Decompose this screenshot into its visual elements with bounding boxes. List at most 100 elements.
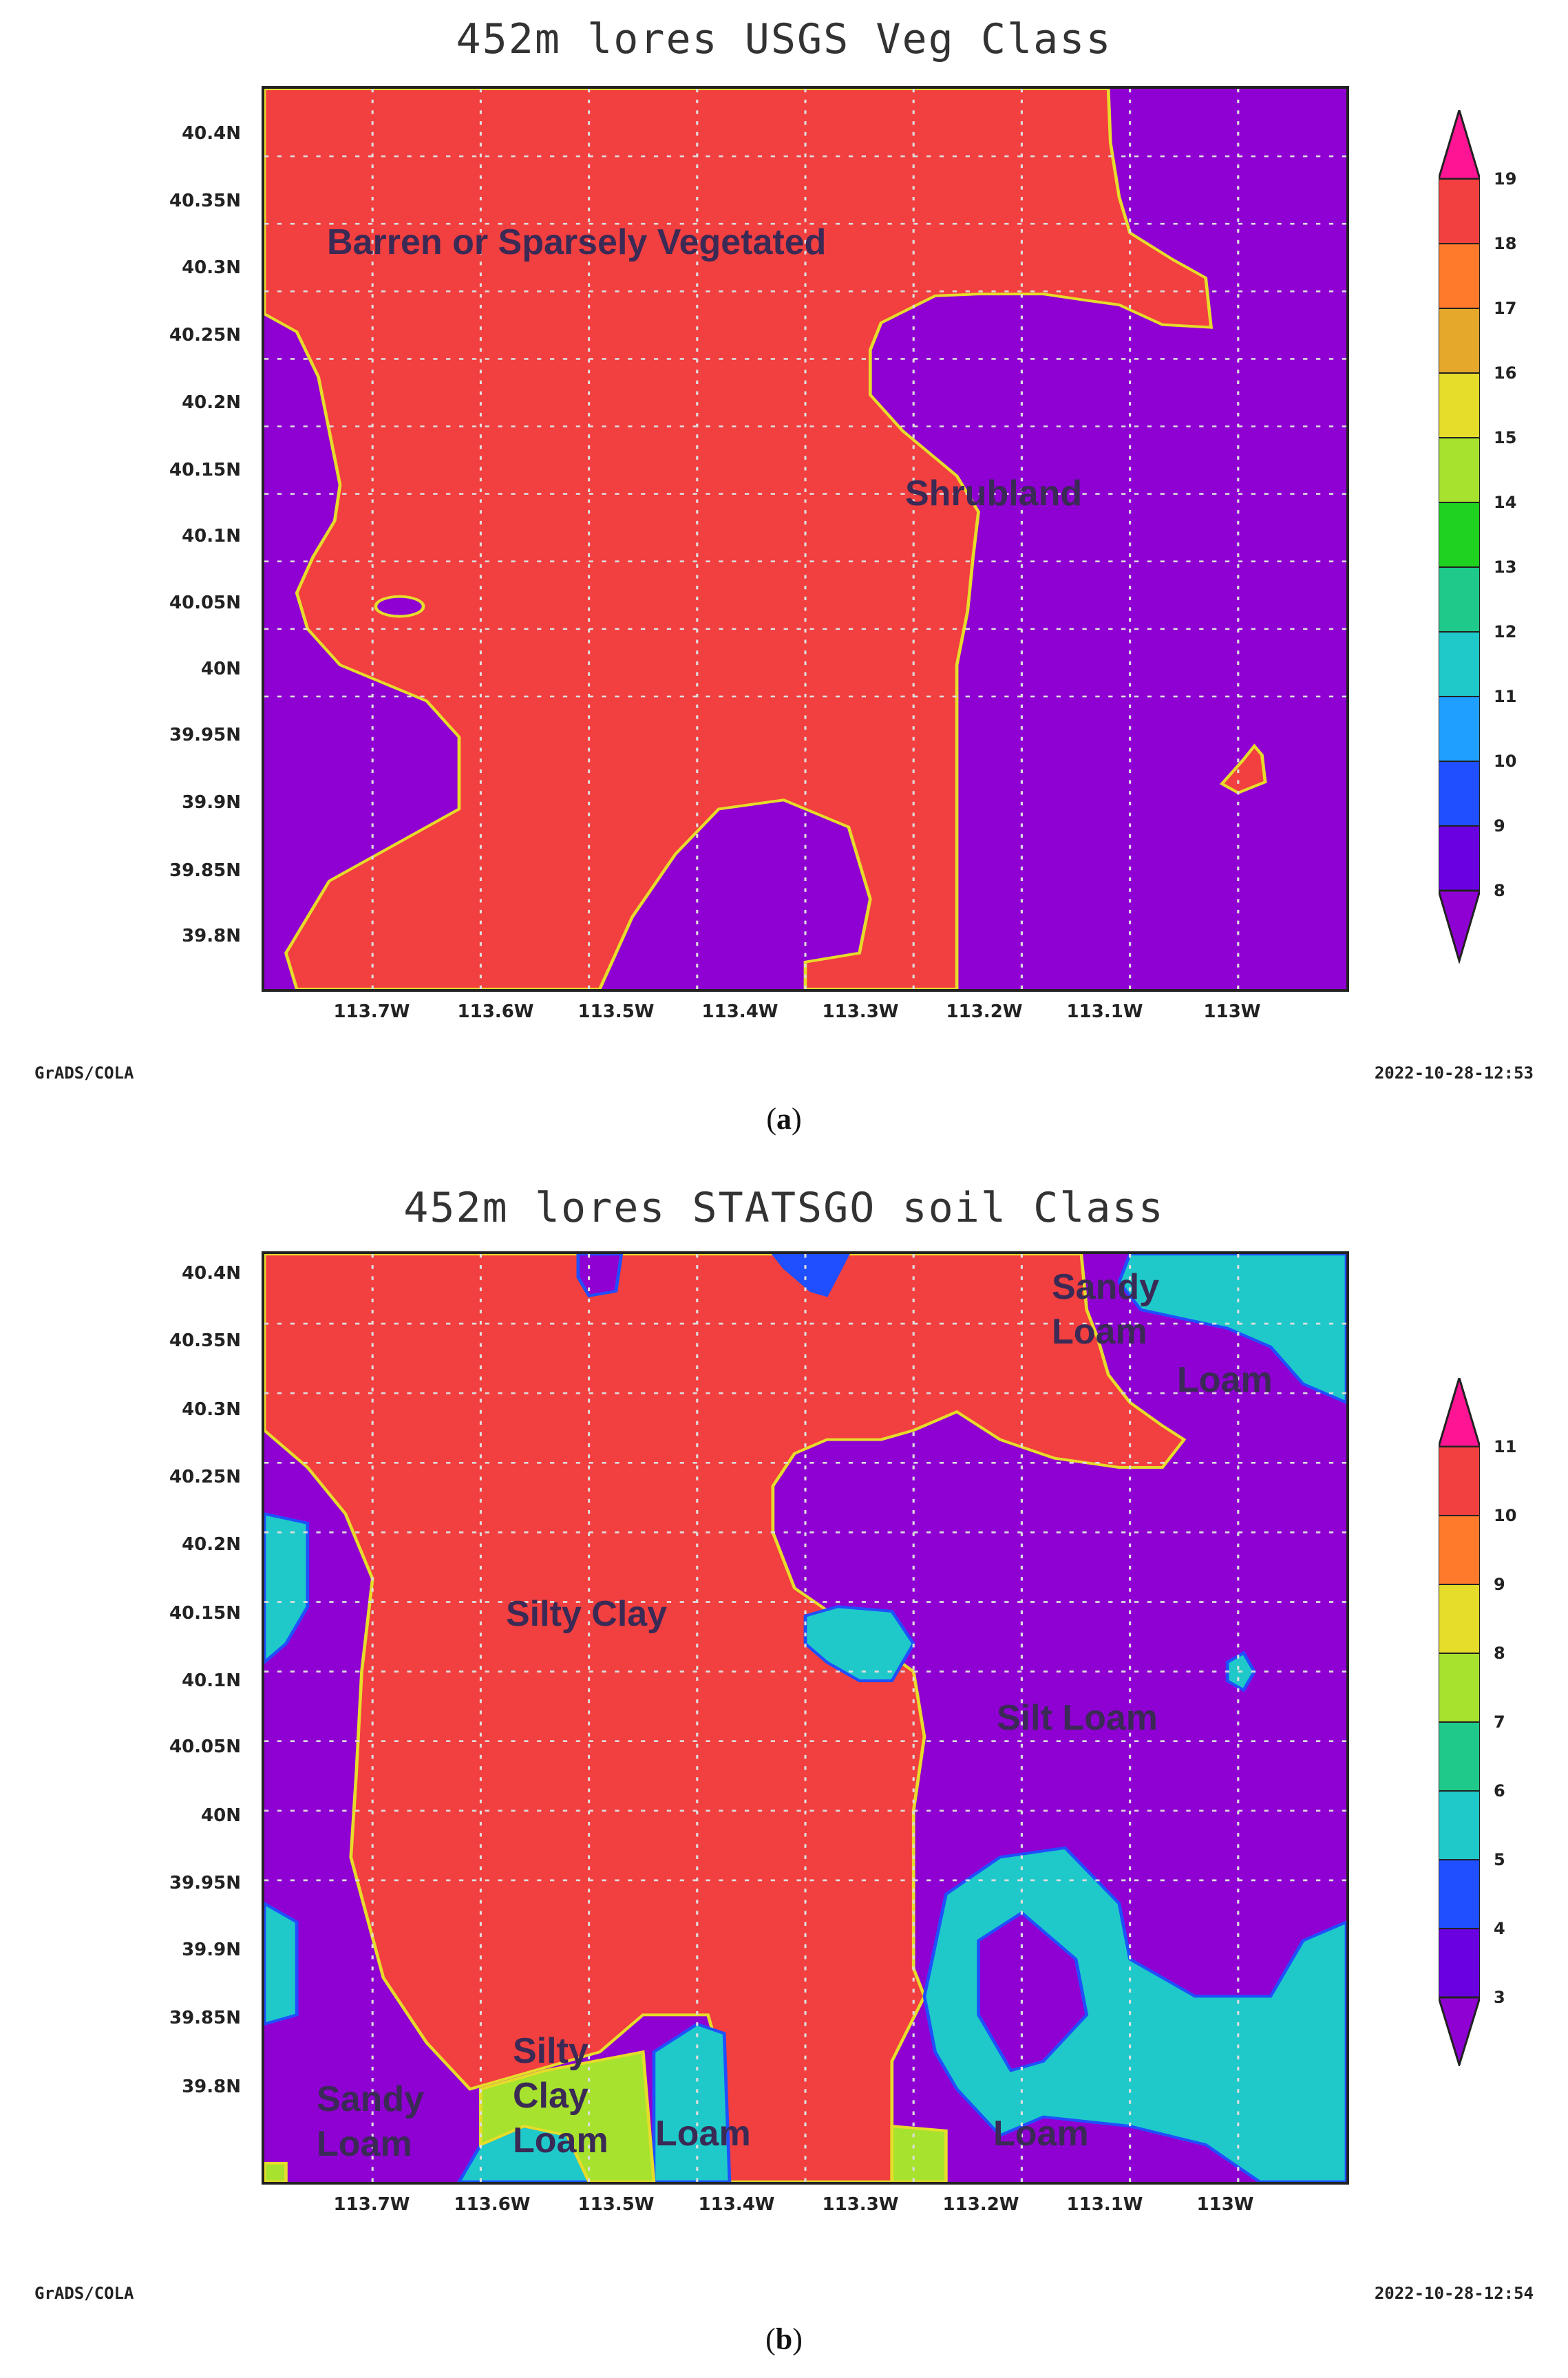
colorbar-label: 16	[1494, 363, 1517, 383]
panel-a-ytick: 40.3N	[182, 257, 241, 278]
label-loam-bottom-center: Loam	[655, 2114, 751, 2154]
loam-center	[803, 1605, 915, 1683]
panel-a-xtick: 113.2W	[946, 1001, 1023, 1022]
label-silty-clay-loam-line3: Loam	[513, 2121, 608, 2161]
panel-a-xtick: 113.6W	[457, 1001, 534, 1022]
label-sandy-loam-top-line2: Loam	[1052, 1312, 1147, 1352]
panel-a-ytick: 39.95N	[169, 725, 241, 745]
shrubland-patch-west	[374, 595, 425, 618]
panel-a-ytick: 40.2N	[182, 392, 241, 413]
loam-south-west	[264, 1902, 299, 2026]
panel-b-footer-left: GrADS/COLA	[34, 2284, 134, 2303]
colorbar-label: 8	[1494, 1644, 1505, 1663]
panel-b-title: 452m lores STATSGO soil Class	[403, 1184, 1165, 1232]
silty-clay-loam-region	[479, 2050, 656, 2182]
silt-loam-south-east-patch	[977, 1911, 1089, 2072]
silty-clay-region	[264, 1254, 1187, 2182]
colorbar-label: 17	[1494, 299, 1517, 318]
label-silty-clay-loam: Silty Clay Loam	[513, 2029, 608, 2163]
panel-b-footer-right: 2022-10-28-12:54	[1374, 2284, 1534, 2303]
silty-clay-loam-corner	[264, 2162, 288, 2182]
colorbar-label: 10	[1494, 752, 1517, 771]
panel-b-statsgo-soil: 452m lores STATSGO soil Class	[0, 1184, 1568, 2378]
colorbar-swatches	[1439, 1378, 1480, 2066]
loam-west	[264, 1512, 310, 1664]
panel-a-xtick: 113.5W	[578, 1001, 655, 1022]
label-sandy-loam-bottom: Sandy Loam	[317, 2077, 424, 2167]
panel-b-ytick: 40N	[201, 1805, 241, 1826]
panel-a-xtick: 113.3W	[822, 1001, 899, 1022]
colorbar-label: 19	[1494, 169, 1517, 189]
label-sandy-loam-bottom-line2: Loam	[317, 2124, 412, 2164]
panel-b-ytick: 39.9N	[182, 1940, 241, 1960]
panel-a-ytick: 40.4N	[182, 123, 241, 144]
label-silt-loam: Silt Loam	[997, 1698, 1158, 1738]
colorbar-label: 12	[1494, 622, 1517, 641]
panel-b-caption-letter: b	[775, 2322, 793, 2356]
label-silty-clay-loam-line1: Silty	[513, 2031, 589, 2071]
silt-loam-notch-1	[576, 1254, 624, 1297]
colorbar-swatches	[1439, 110, 1480, 964]
panel-a-ytick: 39.85N	[169, 860, 241, 881]
panel-b-caption: (b)	[765, 2322, 803, 2356]
panel-b-ytick: 40.05N	[169, 1737, 241, 1757]
label-sandy-loam-top: Sandy Loam	[1052, 1265, 1159, 1355]
veg-class-map	[264, 89, 1346, 989]
label-shrubland: Shrubland	[905, 474, 1083, 513]
panel-a-ytick: 40.25N	[169, 325, 241, 346]
panel-a-colorbar	[1439, 110, 1480, 964]
colorbar-label: 18	[1494, 234, 1517, 253]
colorbar-label: 14	[1494, 493, 1517, 512]
panel-b-ytick: 40.3N	[182, 1399, 241, 1420]
panel-a-ytick: 40.15N	[169, 460, 241, 480]
colorbar-label: 6	[1494, 1781, 1505, 1801]
panel-b-ytick: 40.1N	[182, 1670, 241, 1691]
colorbar-label: 9	[1494, 816, 1505, 836]
panel-a-ytick: 39.9N	[182, 792, 241, 813]
panel-b-xtick: 113.2W	[942, 2194, 1019, 2215]
colorbar-label: 8	[1494, 881, 1505, 900]
colorbar-label: 10	[1494, 1506, 1517, 1525]
colorbar-label: 5	[1494, 1850, 1505, 1869]
panel-b-xtick: 113.1W	[1066, 2194, 1143, 2215]
colorbar-label: 15	[1494, 428, 1517, 447]
silty-clay-loam-south	[890, 2124, 948, 2182]
panel-b-colorbar	[1439, 1378, 1480, 2066]
panel-a-usgs-veg: 452m lores USGS Veg Class 40.4N 40.35N 4…	[34, 15, 1534, 1136]
panel-a-xtick: 113W	[1203, 1001, 1261, 1022]
panel-a-footer-right: 2022-10-28-12:53	[1374, 1063, 1534, 1083]
label-sandy-loam-top-line1: Sandy	[1052, 1267, 1160, 1307]
label-loam-top: Loam	[1177, 1360, 1273, 1400]
colorbar-label: 13	[1494, 558, 1517, 577]
colorbar-label: 4	[1494, 1919, 1505, 1938]
panel-a-ytick: 39.8N	[182, 926, 241, 946]
panel-b-xtick: 113.5W	[578, 2194, 655, 2215]
panel-a-xtick: 113.7W	[333, 1001, 410, 1022]
soil-class-map	[264, 1254, 1346, 2182]
colorbar-label: 9	[1494, 1575, 1505, 1594]
panel-b-ytick: 40.35N	[169, 1330, 241, 1351]
panel-a-xtick: 113.1W	[1066, 1001, 1143, 1022]
panel-b-xtick: 113.4W	[698, 2194, 775, 2215]
panel-a-ytick: 40.1N	[182, 526, 241, 546]
panel-a-map	[262, 86, 1349, 992]
barren-patch-east	[1219, 743, 1267, 795]
panel-a-ytick: 40.35N	[169, 191, 241, 211]
panel-b-ytick: 40.15N	[169, 1603, 241, 1624]
label-silty-clay: Silty Clay	[506, 1594, 668, 1634]
loam-bottom-center	[652, 2022, 732, 2182]
colorbar-label: 11	[1494, 1437, 1517, 1456]
panel-b-xtick: 113W	[1196, 2194, 1254, 2215]
loam-top-right	[1117, 1254, 1346, 1404]
label-sandy-loam-bottom-line1: Sandy	[317, 2079, 425, 2119]
panel-a-caption: (a)	[766, 1102, 802, 1136]
label-loam-bottom-right: Loam	[993, 2114, 1089, 2154]
panel-a-title: 452m lores USGS Veg Class	[456, 15, 1112, 63]
panel-b-map	[262, 1251, 1349, 2185]
silt-loam-notch-2	[771, 1254, 850, 1297]
panel-a-ytick: 40N	[201, 659, 241, 679]
colorbar-label: 7	[1494, 1712, 1505, 1732]
panel-b-ytick: 39.8N	[182, 2077, 241, 2097]
panel-b-xtick: 113.7W	[333, 2194, 410, 2215]
panel-a-caption-letter: a	[776, 1102, 792, 1136]
